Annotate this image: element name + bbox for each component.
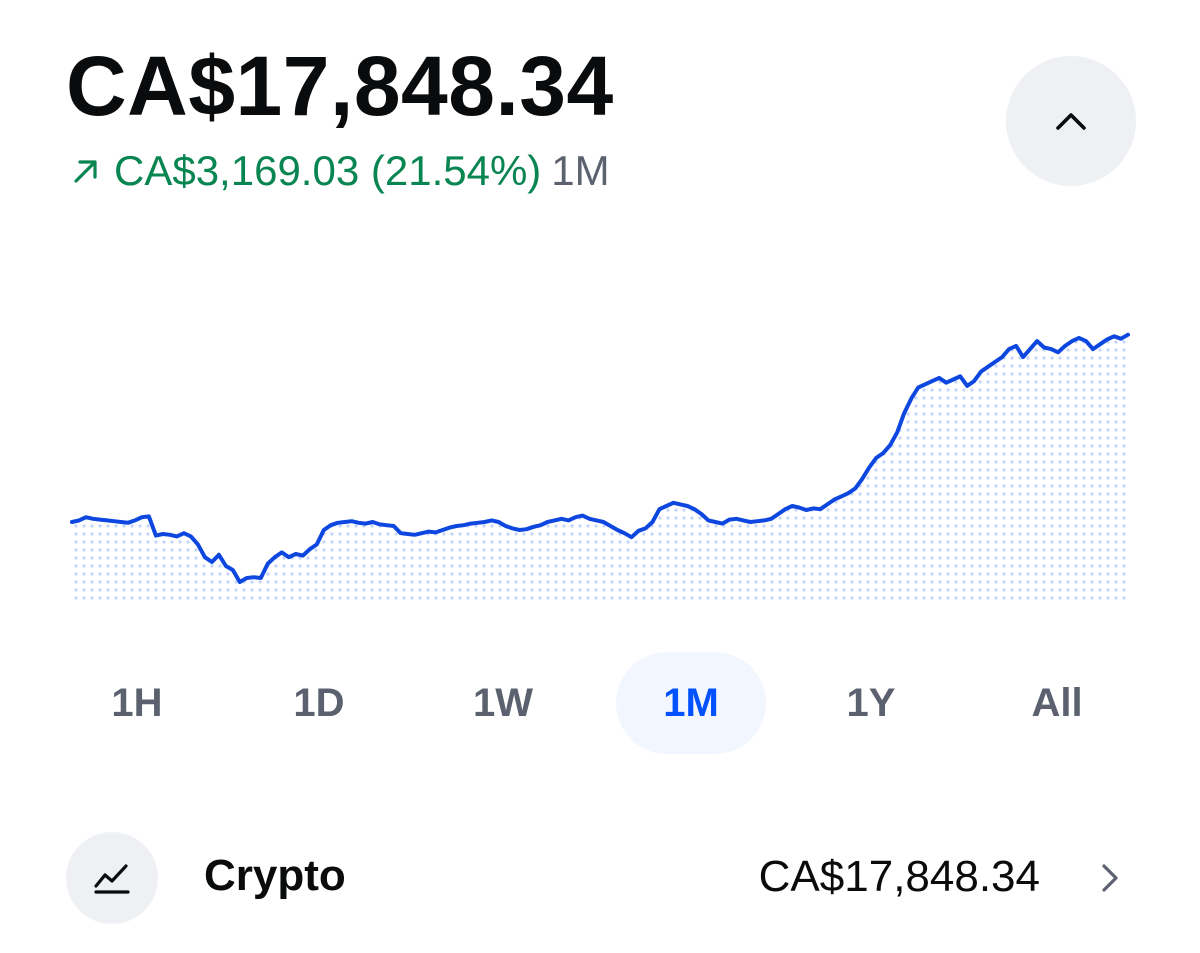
chevron-up-icon: [1056, 113, 1086, 130]
arrow-up-right-icon: [74, 160, 97, 183]
tab-1h[interactable]: 1H: [111, 680, 163, 725]
tab-1m[interactable]: 1M: [616, 652, 766, 754]
tab-all[interactable]: All: [1031, 680, 1083, 725]
tab-1w[interactable]: 1W: [473, 680, 533, 725]
portfolio-balance: CA$17,848.34: [66, 39, 614, 133]
chevron-right-icon: [1102, 864, 1118, 892]
timeframe-tabs: 1H 1D 1W 1M 1Y All: [0, 652, 1200, 754]
portfolio-change: CA$3,169.03 (21.54%) 1M: [68, 150, 610, 192]
change-period: 1M: [551, 147, 610, 194]
asset-row-crypto[interactable]: Crypto CA$17,848.34: [66, 832, 1146, 924]
change-amount: CA$3,169.03 (21.54%): [114, 147, 542, 194]
tab-1y[interactable]: 1Y: [846, 680, 896, 725]
asset-name: Crypto: [204, 851, 346, 900]
asset-icon: [66, 832, 158, 924]
chart-area-fill: [72, 334, 1128, 602]
portfolio-chart: [70, 332, 1130, 602]
chart-series-line: [70, 332, 1130, 584]
asset-value: CA$17,848.34: [758, 852, 1040, 901]
tab-1d[interactable]: 1D: [293, 680, 345, 725]
trend-chart-icon: [94, 864, 130, 894]
collapse-button[interactable]: [1006, 56, 1136, 186]
